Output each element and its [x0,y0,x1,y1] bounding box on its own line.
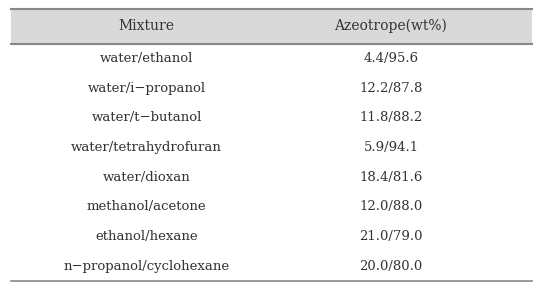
Text: 11.8/88.2: 11.8/88.2 [359,111,422,124]
Text: 21.0/79.0: 21.0/79.0 [359,230,422,243]
Text: 12.0/88.0: 12.0/88.0 [359,200,422,213]
Text: Mixture: Mixture [118,19,175,33]
Text: water/tetrahydrofuran: water/tetrahydrofuran [71,141,222,154]
Text: 12.2/87.8: 12.2/87.8 [359,81,422,95]
Bar [11,9,532,44]
Text: 5.9/94.1: 5.9/94.1 [363,141,419,154]
Text: methanol/acetone: methanol/acetone [87,200,206,213]
Text: water/ethanol: water/ethanol [100,52,193,65]
Text: 18.4/81.6: 18.4/81.6 [359,171,422,184]
Text: water/i−propanol: water/i−propanol [87,81,206,95]
Text: water/dioxan: water/dioxan [103,171,191,184]
Text: n−propanol/cyclohexane: n−propanol/cyclohexane [64,260,230,273]
Text: water/t−butanol: water/t−butanol [91,111,202,124]
Text: 20.0/80.0: 20.0/80.0 [359,260,422,273]
Text: Azeotrope(wt%): Azeotrope(wt%) [334,19,447,33]
Text: ethanol/hexane: ethanol/hexane [96,230,198,243]
Text: 4.4/95.6: 4.4/95.6 [363,52,419,65]
